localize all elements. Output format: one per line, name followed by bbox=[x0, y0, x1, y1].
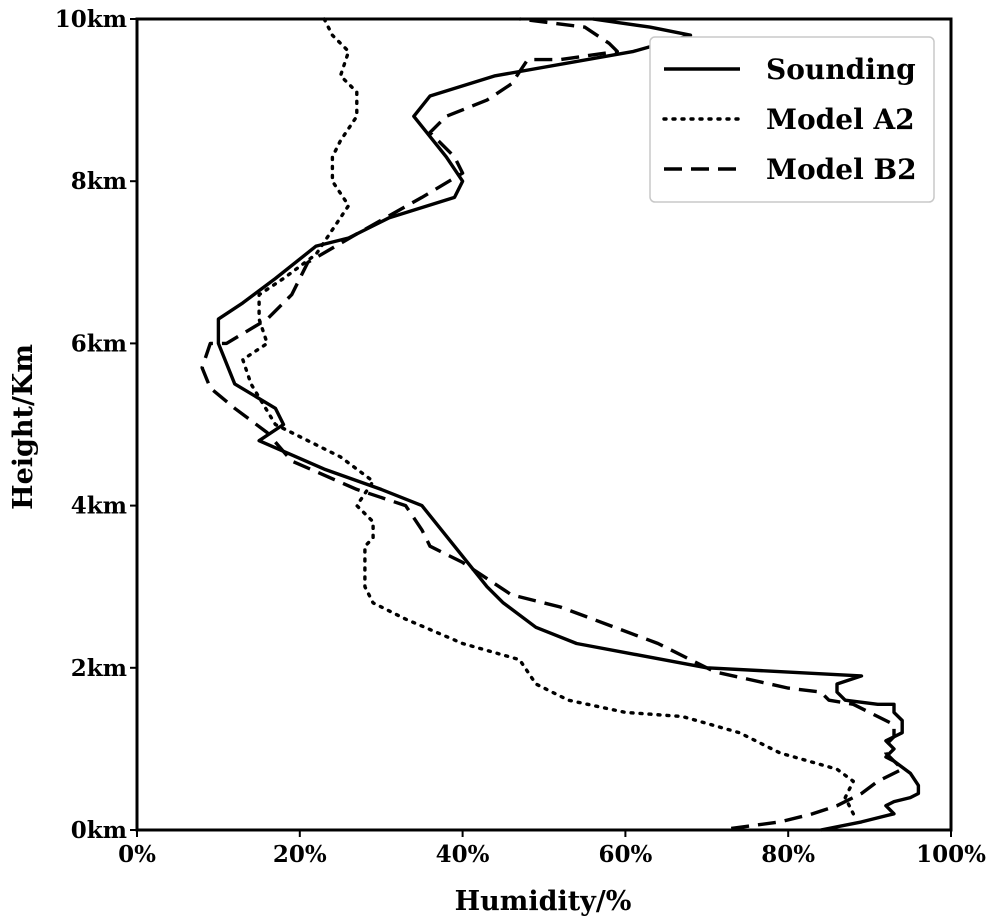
y-axis-ticks: 0km 2km 4km 6km 8km 10km bbox=[55, 6, 137, 844]
x-tick-label: 100% bbox=[916, 841, 986, 868]
y-tick-label: 4km bbox=[71, 493, 127, 520]
series-line-2 bbox=[200, 17, 904, 831]
legend: Sounding Model A2 Model B2 bbox=[649, 36, 935, 203]
x-axis-ticks: 0% 20% 40% 60% 80% 100% bbox=[118, 830, 986, 868]
y-tick-label: 0km bbox=[71, 817, 127, 844]
y-tick-label: 10km bbox=[55, 6, 127, 33]
x-tick-label: 0% bbox=[118, 841, 156, 868]
legend-label-2: Model B2 bbox=[766, 153, 917, 186]
legend-label-0: Sounding bbox=[766, 53, 916, 86]
y-tick-label: 6km bbox=[71, 330, 127, 357]
x-tick-label: 80% bbox=[761, 841, 815, 868]
x-tick-label: 60% bbox=[598, 841, 652, 868]
x-axis-label: Humidity/% bbox=[455, 886, 632, 917]
y-tick-label: 2km bbox=[71, 655, 127, 682]
y-tick-label: 8km bbox=[71, 168, 127, 195]
plot-frame bbox=[135, 17, 953, 832]
legend-box bbox=[649, 36, 935, 203]
y-axis-label: Height/Km bbox=[8, 344, 39, 510]
legend-label-1: Model A2 bbox=[766, 103, 915, 136]
x-tick-label: 40% bbox=[436, 841, 490, 868]
series-line-0 bbox=[216, 17, 921, 832]
x-tick-label: 20% bbox=[273, 841, 327, 868]
series-lines bbox=[200, 17, 921, 832]
